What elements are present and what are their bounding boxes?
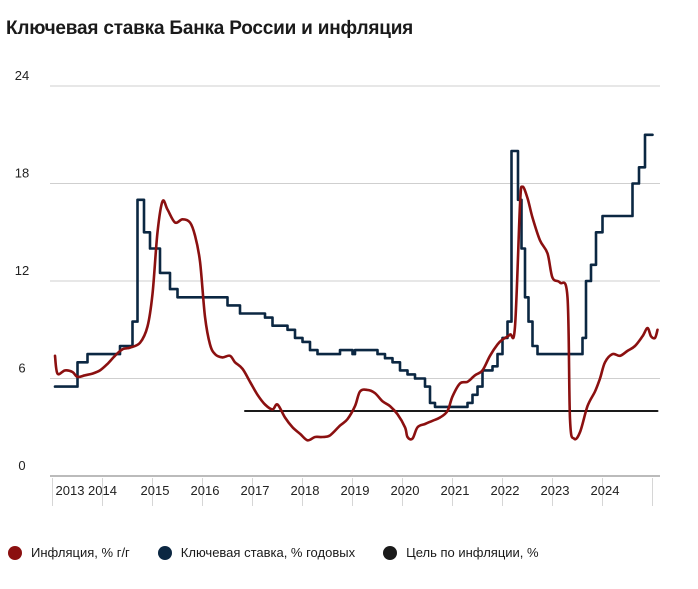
x-tick-label: 2014 bbox=[88, 483, 117, 498]
legend-label: Инфляция, % г/г bbox=[31, 545, 130, 560]
legend-item: Ключевая ставка, % годовых bbox=[158, 545, 355, 560]
legend: Инфляция, % г/г Ключевая ставка, % годовы… bbox=[8, 545, 567, 560]
series-line-1 bbox=[55, 135, 653, 407]
series-layer bbox=[55, 135, 658, 441]
x-tick-label: 2021 bbox=[441, 483, 470, 498]
grid-lines bbox=[50, 86, 660, 476]
x-tick-label: 2013 bbox=[56, 483, 85, 498]
x-tick-label: 2017 bbox=[241, 483, 270, 498]
y-tick-label: 24 bbox=[15, 68, 29, 83]
y-tick-label: 6 bbox=[18, 361, 25, 376]
series-line-0 bbox=[55, 187, 658, 441]
x-axis: 2013 2014 2015 2016 2017 2018 2019 2020 2021 2022… bbox=[53, 478, 653, 506]
x-tick-label: 2016 bbox=[191, 483, 220, 498]
legend-label: Цель по инфляции, % bbox=[406, 545, 539, 560]
legend-label: Ключевая ставка, % годовых bbox=[181, 545, 355, 560]
x-tick-label: 2018 bbox=[291, 483, 320, 498]
y-tick-label: 12 bbox=[15, 263, 29, 278]
x-tick-label: 2020 bbox=[391, 483, 420, 498]
legend-marker-icon bbox=[158, 546, 172, 560]
legend-item: Цель по инфляции, % bbox=[383, 545, 539, 560]
x-tick-label: 2024 bbox=[591, 483, 620, 498]
x-tick-label: 2023 bbox=[541, 483, 570, 498]
y-axis: 0 6 12 18 24 bbox=[15, 68, 29, 473]
x-tick-label: 2015 bbox=[141, 483, 170, 498]
y-tick-label: 0 bbox=[18, 458, 25, 473]
x-tick-label: 2022 bbox=[491, 483, 520, 498]
x-tick-label: 2019 bbox=[341, 483, 370, 498]
y-tick-label: 18 bbox=[15, 166, 29, 181]
legend-item: Инфляция, % г/г bbox=[8, 545, 130, 560]
legend-marker-icon bbox=[383, 546, 397, 560]
chart-plot: 2013 2014 2015 2016 2017 2018 2019 2020 2021 2022… bbox=[0, 0, 698, 540]
legend-marker-icon bbox=[8, 546, 22, 560]
